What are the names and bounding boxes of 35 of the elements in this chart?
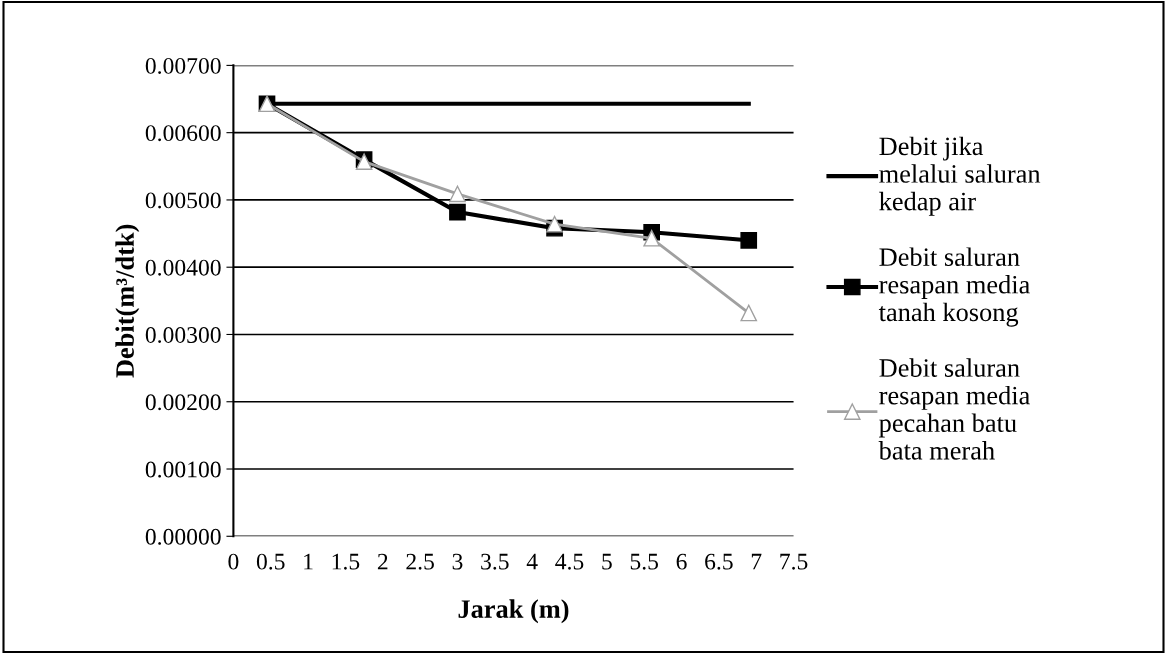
- y-axis-title: Debit(m³/dtk): [115, 224, 140, 378]
- x-tick-label: 2: [377, 553, 388, 570]
- x-tick-label: 4: [526, 553, 538, 570]
- y-tick-label: 0.00500: [145, 192, 221, 209]
- x-tick-label: 7.5: [780, 553, 808, 570]
- point: [546, 215, 563, 233]
- x-tick-label: 3: [452, 553, 463, 570]
- y-tick-label: 0.00200: [145, 394, 221, 411]
- x-tick-label: 6.5: [705, 553, 733, 570]
- x-tick-label: 3.5: [481, 553, 509, 570]
- x-tick-label: 4.5: [555, 553, 584, 570]
- legend-label: Debit saluran resapan media tanah kosong: [878, 247, 1030, 327]
- y-tick-label: 0.00000: [145, 528, 221, 545]
- y-tick-label: 0.00400: [145, 259, 221, 276]
- x-tick-label: 7: [751, 553, 762, 570]
- x-tick-label: 1: [304, 553, 313, 570]
- x-tick-label: 0.5: [256, 553, 285, 570]
- x-tick-label: 6: [676, 553, 687, 570]
- legend-label: Debit jika melalui saluran kedap air: [879, 136, 1041, 216]
- y-tick-label: 0.00600: [145, 125, 221, 142]
- point: [643, 229, 660, 247]
- point: [740, 304, 758, 322]
- x-tick-label: 2.5: [406, 553, 434, 570]
- point: [449, 203, 466, 221]
- x-tick-label: 0: [228, 553, 239, 570]
- x-tick-label: 1.5: [332, 553, 360, 570]
- y-tick-label: 0.00100: [145, 461, 221, 478]
- legend-label: Debit saluran resapan media pecahan batu bata merah: [878, 358, 1030, 460]
- x-axis-title: Jarak (m): [458, 599, 569, 624]
- x-tick-label: 5: [602, 553, 612, 570]
- y-tick-label: 0.00700: [145, 57, 221, 74]
- point: [449, 185, 466, 203]
- x-tick-label: 5.5: [630, 553, 659, 570]
- point: [740, 231, 758, 249]
- y-tick-label: 0.00300: [145, 326, 221, 343]
